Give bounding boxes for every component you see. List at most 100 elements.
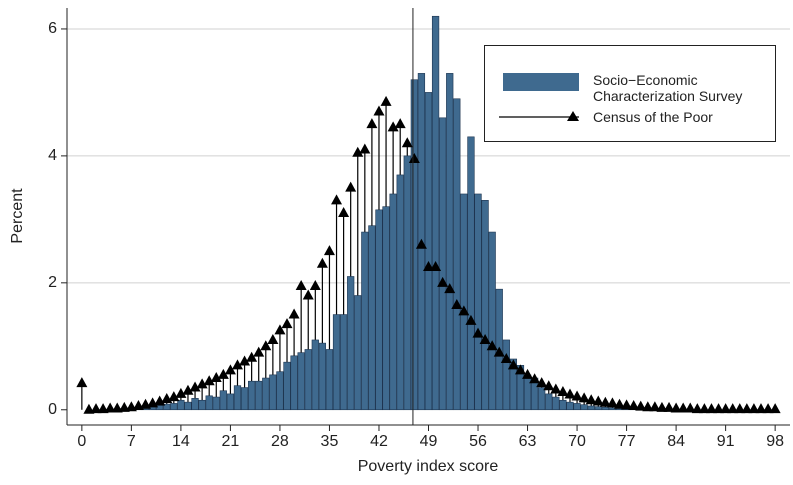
- y-tick-label: 2: [48, 274, 57, 291]
- triangle-marker: [231, 359, 243, 370]
- triangle-marker: [288, 308, 300, 319]
- triangle-marker: [550, 383, 562, 394]
- bar: [431, 15, 440, 411]
- bar: [559, 399, 567, 411]
- triangle-marker: [493, 346, 505, 357]
- triangle-marker: [713, 403, 725, 414]
- bar: [269, 374, 277, 411]
- triangle-marker: [557, 385, 569, 396]
- x-tick-label: 14: [172, 433, 190, 450]
- triangle-marker: [203, 375, 215, 386]
- bar: [580, 404, 588, 411]
- y-tick-label: 6: [48, 20, 57, 37]
- triangle-marker: [628, 399, 640, 410]
- bar: [587, 405, 595, 411]
- bar: [488, 231, 496, 411]
- triangle-marker: [309, 280, 321, 290]
- triangle-marker: [642, 401, 654, 412]
- triangle-marker: [175, 387, 187, 398]
- bar: [594, 406, 602, 411]
- x-tick-label: 49: [420, 433, 438, 450]
- bar: [545, 393, 553, 411]
- triangle-marker: [90, 403, 102, 414]
- x-tick-label: 91: [717, 433, 735, 450]
- bar: [368, 225, 376, 411]
- bar: [509, 358, 518, 411]
- triangle-marker: [522, 368, 534, 379]
- triangle-marker: [529, 373, 541, 384]
- triangle-marker: [182, 384, 194, 395]
- triangle-marker: [373, 105, 385, 116]
- triangle-marker: [274, 324, 286, 335]
- bar: [332, 314, 341, 411]
- triangle-marker: [486, 340, 498, 351]
- triangle-marker: [451, 299, 463, 310]
- bar: [297, 352, 305, 411]
- triangle-marker: [224, 364, 236, 375]
- triangle-marker: [514, 364, 526, 375]
- bar: [566, 401, 574, 411]
- triangle-marker: [691, 403, 703, 414]
- bar: [226, 393, 235, 411]
- bar: [347, 276, 355, 411]
- bar: [467, 136, 475, 411]
- legend-swatch: [503, 73, 579, 91]
- triangle-marker: [769, 403, 781, 414]
- triangle-marker: [408, 153, 420, 164]
- bar: [184, 401, 192, 411]
- bar: [233, 385, 242, 411]
- legend-bar: [503, 73, 579, 91]
- x-tick-label: 84: [667, 433, 685, 450]
- triangle-marker: [606, 397, 618, 408]
- triangle-marker: [458, 305, 470, 316]
- triangle-marker: [253, 346, 265, 357]
- triangle-marker: [649, 401, 661, 412]
- bar: [382, 206, 390, 411]
- bar: [424, 92, 433, 411]
- bar: [262, 377, 270, 411]
- triangle-marker: [621, 399, 633, 410]
- triangle-marker: [755, 403, 767, 414]
- bar: [396, 174, 404, 411]
- bar: [460, 193, 468, 411]
- bar: [410, 79, 418, 411]
- triangle-marker: [210, 372, 222, 383]
- bar: [290, 355, 298, 411]
- triangle-marker: [698, 403, 710, 414]
- bar: [219, 390, 227, 411]
- bar: [375, 209, 383, 411]
- triangle-marker: [168, 391, 180, 402]
- triangle-marker: [705, 403, 717, 414]
- bar: [389, 193, 397, 411]
- bar: [304, 349, 312, 411]
- y-axis-title: Percent: [9, 188, 26, 244]
- triangle-marker: [394, 118, 406, 129]
- triangle-marker: [444, 283, 456, 294]
- x-tick-label: 35: [321, 433, 339, 450]
- triangle-marker: [239, 355, 251, 366]
- bar: [198, 399, 206, 411]
- bar: [283, 361, 291, 411]
- bar: [403, 155, 411, 411]
- bar: [156, 405, 164, 411]
- x-tick-label: 7: [127, 433, 136, 450]
- triangle-marker: [415, 238, 427, 249]
- triangle-marker: [748, 403, 760, 414]
- triangle-marker: [507, 359, 519, 370]
- bar: [538, 387, 546, 411]
- bar: [354, 295, 362, 411]
- triangle-marker: [578, 392, 590, 403]
- bar: [311, 339, 319, 411]
- bar: [474, 193, 482, 411]
- bar: [601, 406, 609, 411]
- triangle-marker: [500, 352, 512, 363]
- x-tick-label: 42: [370, 433, 388, 450]
- triangle-marker: [359, 143, 371, 154]
- triangle-marker: [635, 400, 647, 411]
- bar: [502, 339, 510, 411]
- x-tick-label: 28: [271, 433, 289, 450]
- triangle-marker: [585, 394, 597, 405]
- triangle-marker: [380, 95, 392, 106]
- x-tick-label: 77: [618, 433, 636, 450]
